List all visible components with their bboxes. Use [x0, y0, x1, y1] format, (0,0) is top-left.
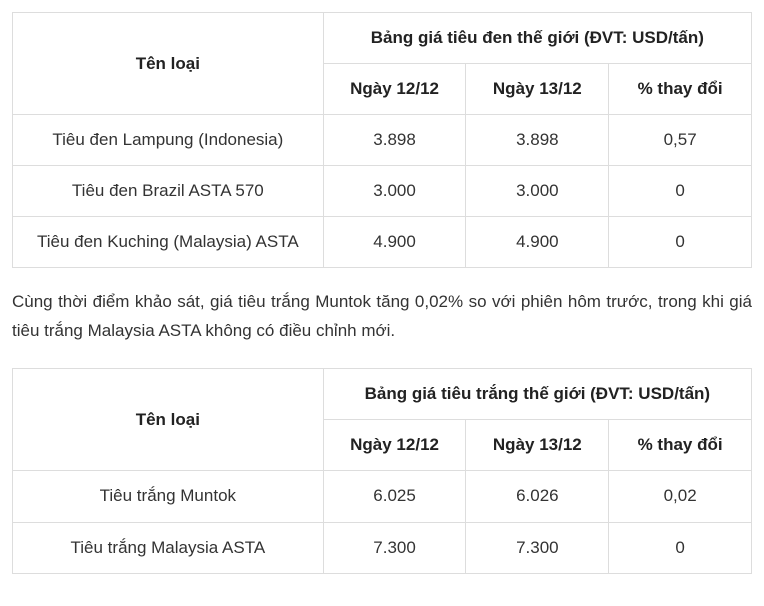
cell-name: Tiêu trắng Malaysia ASTA — [13, 522, 324, 573]
cell-value: 7.300 — [323, 522, 466, 573]
table-row: Tiêu trắng Muntok 6.025 6.026 0,02 — [13, 471, 752, 522]
column-subheader-change: % thay đổi — [609, 420, 752, 471]
column-header-group: Bảng giá tiêu đen thế giới (ĐVT: USD/tấn… — [323, 13, 751, 64]
cell-change: 0 — [609, 522, 752, 573]
table-row: Tiêu trắng Malaysia ASTA 7.300 7.300 0 — [13, 522, 752, 573]
cell-value: 3.000 — [466, 166, 609, 217]
column-subheader-change: % thay đổi — [609, 64, 752, 115]
column-subheader-date2: Ngày 13/12 — [466, 420, 609, 471]
column-header-group: Bảng giá tiêu trắng thế giới (ĐVT: USD/t… — [323, 369, 751, 420]
cell-name: Tiêu đen Lampung (Indonesia) — [13, 115, 324, 166]
table-row: Tiêu đen Kuching (Malaysia) ASTA 4.900 4… — [13, 217, 752, 268]
cell-name: Tiêu đen Kuching (Malaysia) ASTA — [13, 217, 324, 268]
cell-value: 6.026 — [466, 471, 609, 522]
white-pepper-price-table: Tên loại Bảng giá tiêu trắng thế giới (Đ… — [12, 368, 752, 573]
body-paragraph: Cùng thời điểm khảo sát, giá tiêu trắng … — [12, 288, 752, 346]
cell-value: 3.898 — [323, 115, 466, 166]
table-row: Tiêu đen Brazil ASTA 570 3.000 3.000 0 — [13, 166, 752, 217]
cell-change: 0 — [609, 166, 752, 217]
cell-value: 7.300 — [466, 522, 609, 573]
cell-change: 0 — [609, 217, 752, 268]
cell-value: 4.900 — [323, 217, 466, 268]
column-header-name: Tên loại — [13, 369, 324, 471]
black-pepper-price-table: Tên loại Bảng giá tiêu đen thế giới (ĐVT… — [12, 12, 752, 268]
cell-change: 0,02 — [609, 471, 752, 522]
cell-value: 3.898 — [466, 115, 609, 166]
column-subheader-date1: Ngày 12/12 — [323, 64, 466, 115]
cell-value: 4.900 — [466, 217, 609, 268]
column-subheader-date1: Ngày 12/12 — [323, 420, 466, 471]
cell-name: Tiêu đen Brazil ASTA 570 — [13, 166, 324, 217]
cell-change: 0,57 — [609, 115, 752, 166]
cell-value: 3.000 — [323, 166, 466, 217]
cell-name: Tiêu trắng Muntok — [13, 471, 324, 522]
column-subheader-date2: Ngày 13/12 — [466, 64, 609, 115]
column-header-name: Tên loại — [13, 13, 324, 115]
cell-value: 6.025 — [323, 471, 466, 522]
table-row: Tiêu đen Lampung (Indonesia) 3.898 3.898… — [13, 115, 752, 166]
